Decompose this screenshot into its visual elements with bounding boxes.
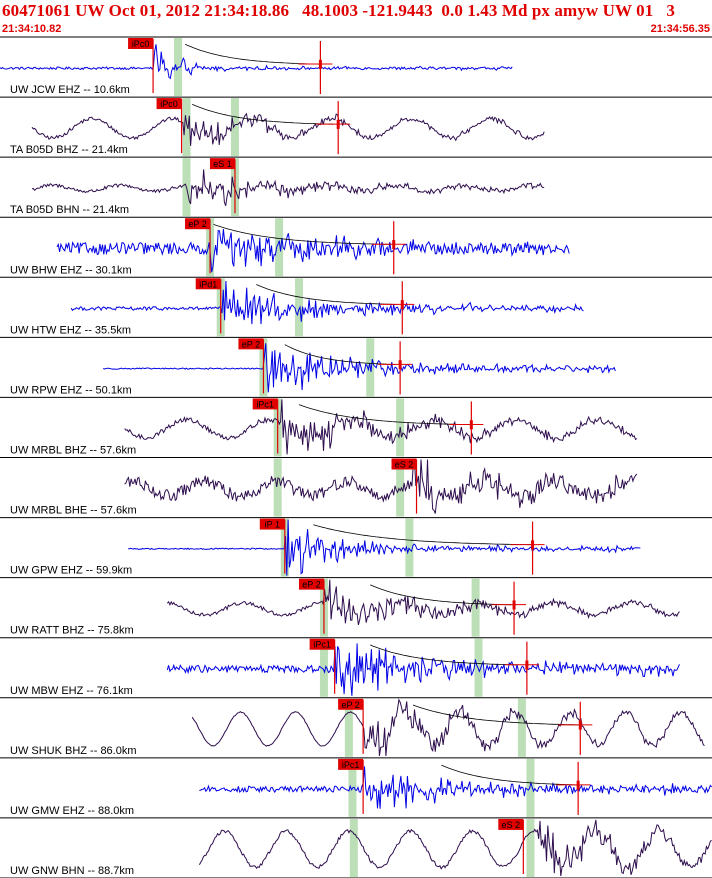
coda-end-tick <box>531 540 535 550</box>
station-label: UW BHW EHZ -- 30.1km <box>10 264 132 276</box>
station-label: TA B05D BHZ -- 21.4km <box>10 144 128 156</box>
coda-decay-curve <box>284 344 396 365</box>
phase-pick-label: eP 2 <box>341 700 359 710</box>
station-label: UW RATT BHZ -- 75.8km <box>10 625 134 637</box>
phase-pick-tag <box>259 518 285 530</box>
coda-end-tick <box>318 59 322 69</box>
phase-pick-label: eS 2 <box>502 820 521 830</box>
phase-pick-tag <box>156 98 182 110</box>
coda-decay-curve <box>412 704 581 726</box>
analysis-window <box>349 818 358 877</box>
phase-pick-tag <box>209 158 235 170</box>
analysis-window <box>275 218 284 277</box>
waveform-trace <box>31 169 545 206</box>
coda-end-tick <box>576 780 580 790</box>
station-label: UW RPW EHZ -- 50.1km <box>10 384 132 396</box>
waveform-trace <box>198 819 712 877</box>
coda-decay-curve <box>313 524 533 546</box>
phase-pick-tag <box>128 38 154 49</box>
phase-pick-label: eP 2 <box>188 219 206 229</box>
waveform-trace <box>56 229 570 273</box>
coda-decay-curve <box>213 224 391 245</box>
phase-pick-tag <box>338 698 364 710</box>
waveform-trace <box>70 280 584 325</box>
phase-pick-label: iPc0 <box>160 99 178 109</box>
phase-pick-tag <box>391 458 417 470</box>
station-label: UW MRBL BHZ -- 57.6km <box>10 445 136 457</box>
coda-decay-curve <box>256 284 398 305</box>
station-label: UW MBW EHZ -- 76.1km <box>10 685 133 697</box>
coda-decay-curve <box>370 644 518 666</box>
station-label: UW GNW BHN -- 88.7km <box>10 865 134 877</box>
phase-pick-tag <box>298 578 324 590</box>
waveform-trace <box>103 343 616 393</box>
station-label: UW GMW EHZ -- 88.0km <box>10 805 134 817</box>
phase-pick-label: iPc1 <box>313 640 331 650</box>
phase-pick-label: eP 2 <box>242 339 260 349</box>
waveform-trace <box>191 698 705 756</box>
station-label: UW MRBL BHE -- 57.6km <box>10 505 137 517</box>
coda-decay-curve <box>298 404 468 425</box>
station-label: TA B05D BHN -- 21.4km <box>10 204 129 216</box>
phase-pick-label: eS 1 <box>213 159 232 169</box>
analysis-window <box>230 98 239 157</box>
waveform-trace <box>0 44 513 80</box>
analysis-window <box>517 698 526 757</box>
analysis-window <box>182 98 191 157</box>
phase-pick-label: iPc1 <box>342 760 360 770</box>
phase-pick-tag <box>195 278 221 290</box>
phase-pick-label: eS 2 <box>395 460 414 470</box>
phase-pick-tag <box>309 638 335 650</box>
coda-end-tick <box>400 300 404 310</box>
analysis-window <box>344 698 353 757</box>
waveform-trace <box>124 399 638 455</box>
waveform-trace <box>128 519 641 576</box>
coda-decay-curve <box>184 43 321 65</box>
station-label: UW SHUK BHZ -- 86.0km <box>10 745 137 757</box>
end-time-label: 21:34:56.35 <box>650 23 710 35</box>
analysis-window <box>396 458 405 517</box>
analysis-window <box>295 278 304 337</box>
coda-end-tick <box>469 420 473 430</box>
coda-end-tick <box>336 119 340 129</box>
coda-end-tick <box>512 600 516 610</box>
coda-decay-curve <box>192 103 334 125</box>
coda-end-tick <box>578 720 582 730</box>
waveform-trace <box>31 112 545 146</box>
coda-decay-curve <box>441 764 583 786</box>
phase-pick-label: iPc1 <box>256 399 274 409</box>
analysis-window <box>471 578 480 637</box>
analysis-window <box>405 518 414 577</box>
phase-pick-tag <box>252 398 278 410</box>
phase-pick-label: eP 2 <box>302 580 320 590</box>
station-label: UW HTW EHZ -- 35.5km <box>10 324 131 336</box>
start-time-label: 21:34:10.82 <box>2 23 62 35</box>
coda-end-tick <box>392 240 396 250</box>
analysis-window <box>319 638 328 697</box>
phase-pick-tag <box>498 818 524 830</box>
event-header-title: 60471061 UW Oct 01, 2012 21:34:18.86 48.… <box>2 1 675 20</box>
phase-pick-label: iP 1 <box>265 520 280 530</box>
station-label: UW JCW EHZ -- 10.6km <box>10 84 130 96</box>
analysis-window <box>273 458 282 517</box>
coda-decay-curve <box>370 584 512 606</box>
coda-end-tick <box>525 660 529 670</box>
waveform-trace <box>124 459 638 514</box>
analysis-window <box>526 818 535 877</box>
phase-pick-label: iPd1 <box>199 279 217 289</box>
waveform-trace <box>166 643 680 696</box>
station-label: UW GPW EHZ -- 59.9km <box>10 565 132 577</box>
waveform-trace <box>199 766 712 809</box>
coda-end-tick <box>398 360 402 370</box>
waveform-trace <box>166 579 680 626</box>
phase-pick-tag <box>338 758 364 770</box>
phase-pick-tag <box>185 218 211 230</box>
phase-pick-label: iPc0 <box>132 39 150 49</box>
analysis-window <box>526 758 535 817</box>
phase-pick-tag <box>238 338 264 350</box>
